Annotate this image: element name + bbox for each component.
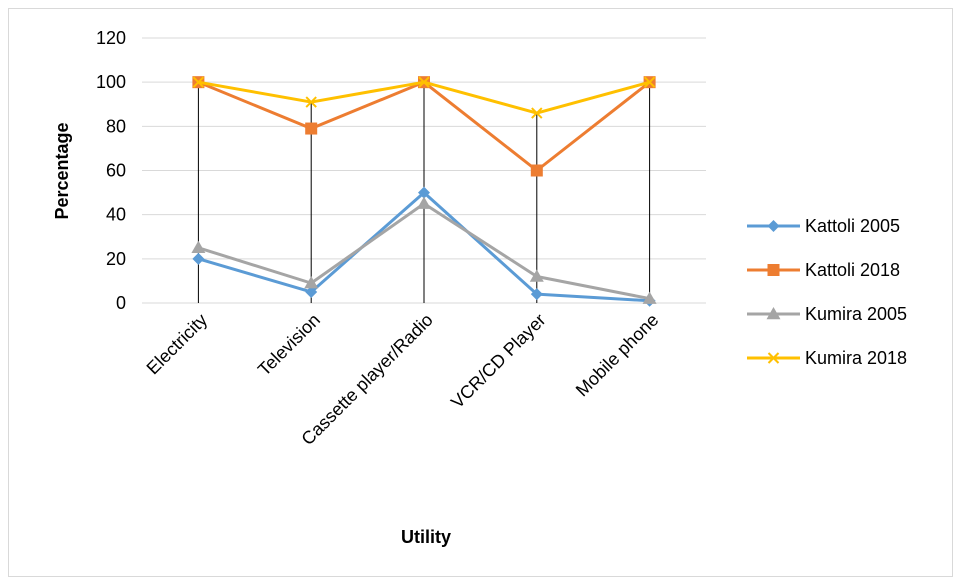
- data-point: [530, 164, 543, 177]
- y-tick-label: 0: [116, 293, 126, 313]
- legend: Kattoli 2005 Kattoli 2018 Kumira 2005 Kumir…: [747, 216, 907, 368]
- data-point: [531, 107, 543, 119]
- x-category-label: Mobile phone: [572, 310, 663, 401]
- data-point: [767, 352, 780, 364]
- x-axis-title: Utility: [401, 527, 451, 547]
- x-category-label: VCR/CD Player: [447, 310, 550, 413]
- data-point: [642, 291, 657, 304]
- data-point: [305, 96, 317, 108]
- x-marker-stroke: [305, 96, 317, 108]
- data-point: [643, 76, 656, 88]
- series-kumira-2018: [192, 76, 656, 119]
- data-point: [766, 307, 781, 320]
- series-lines: [191, 76, 657, 307]
- x-marker-stroke: [531, 107, 543, 119]
- data-point: [304, 276, 319, 289]
- data-point: [305, 285, 318, 298]
- x-category-label: Television: [254, 310, 324, 380]
- data-point: [192, 252, 205, 265]
- data-point: [418, 76, 430, 88]
- data-point: [191, 240, 206, 254]
- legend-item: Kumira 2018: [747, 348, 907, 368]
- y-tick-label: 100: [96, 72, 126, 92]
- legend-item: Kattoli 2018: [747, 260, 900, 280]
- data-point: [529, 269, 544, 282]
- y-tick-label: 20: [106, 249, 126, 269]
- x-marker-stroke: [767, 352, 780, 364]
- y-tick-label: 80: [106, 116, 126, 136]
- data-point: [417, 196, 431, 209]
- legend-item: Kumira 2005: [747, 304, 907, 324]
- legend-label: Kumira 2005: [805, 304, 907, 324]
- data-point: [530, 288, 543, 301]
- chart-area: [8, 8, 953, 577]
- data-point: [418, 186, 430, 199]
- y-tick-label: 40: [106, 205, 126, 225]
- legend-item: Kattoli 2005: [747, 216, 900, 236]
- legend-label: Kumira 2018: [805, 348, 907, 368]
- y-tick-label: 120: [96, 28, 126, 48]
- x-marker-stroke: [643, 76, 656, 88]
- x-category-label: Cassette player/Radio: [297, 310, 436, 449]
- data-point: [305, 122, 318, 135]
- x-marker-stroke: [192, 76, 205, 88]
- x-marker-stroke: [418, 76, 430, 88]
- y-tick-label: 60: [106, 161, 126, 181]
- x-category-label: Electricity: [143, 310, 212, 379]
- data-point: [192, 76, 205, 88]
- legend-label: Kattoli 2018: [805, 260, 900, 280]
- legend-label: Kattoli 2005: [805, 216, 900, 236]
- y-axis-title: Percentage: [52, 122, 72, 219]
- data-point: [767, 264, 780, 276]
- series-kumira-2005: [191, 196, 657, 304]
- data-point: [767, 220, 780, 232]
- y-axis-ticks: 0 20 40 60 80 100 120: [96, 28, 126, 313]
